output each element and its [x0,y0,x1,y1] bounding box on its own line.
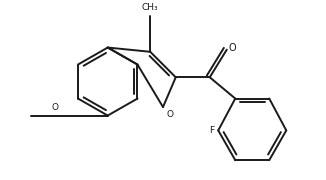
Text: O: O [166,111,173,120]
Text: O: O [229,43,236,53]
Text: CH₃: CH₃ [142,3,158,12]
Text: O: O [51,103,58,112]
Text: F: F [209,126,214,135]
